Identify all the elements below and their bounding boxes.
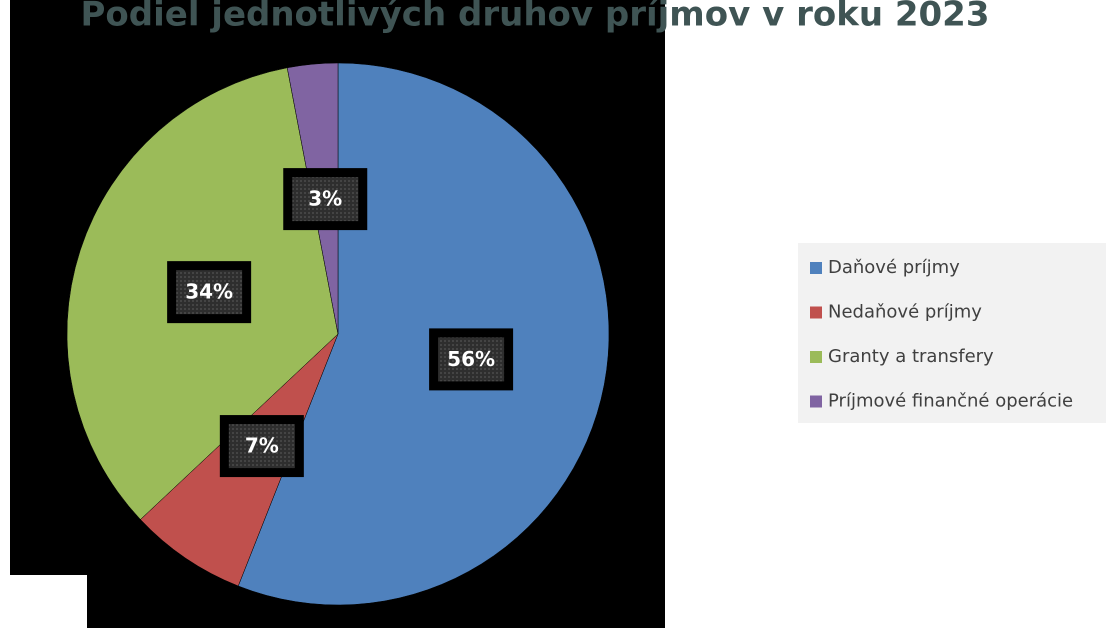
chart-title: Podiel jednotlivých druhov príjmov v rok…: [80, 0, 989, 35]
data-label: 7%: [245, 434, 279, 458]
pie-slice: [237, 62, 610, 606]
data-label: 34%: [185, 280, 233, 304]
legend-label: Daňové príjmy: [828, 257, 960, 278]
data-label: 3%: [308, 187, 342, 211]
label-background: [438, 337, 505, 382]
label-background: [176, 270, 243, 315]
legend-label: Granty a transfery: [828, 346, 994, 367]
label-background: [292, 177, 359, 222]
legend-swatch: [810, 395, 822, 408]
legend-swatch: [810, 306, 822, 319]
data-label: 56%: [447, 347, 495, 371]
legend-box: [798, 243, 1106, 423]
legend-label: Nedaňové príjmy: [828, 302, 982, 323]
legend-label: Príjmové finančné operácie: [828, 391, 1073, 412]
label-background: [228, 424, 295, 469]
legend-swatch: [810, 262, 822, 274]
legend-swatch: [810, 351, 822, 363]
